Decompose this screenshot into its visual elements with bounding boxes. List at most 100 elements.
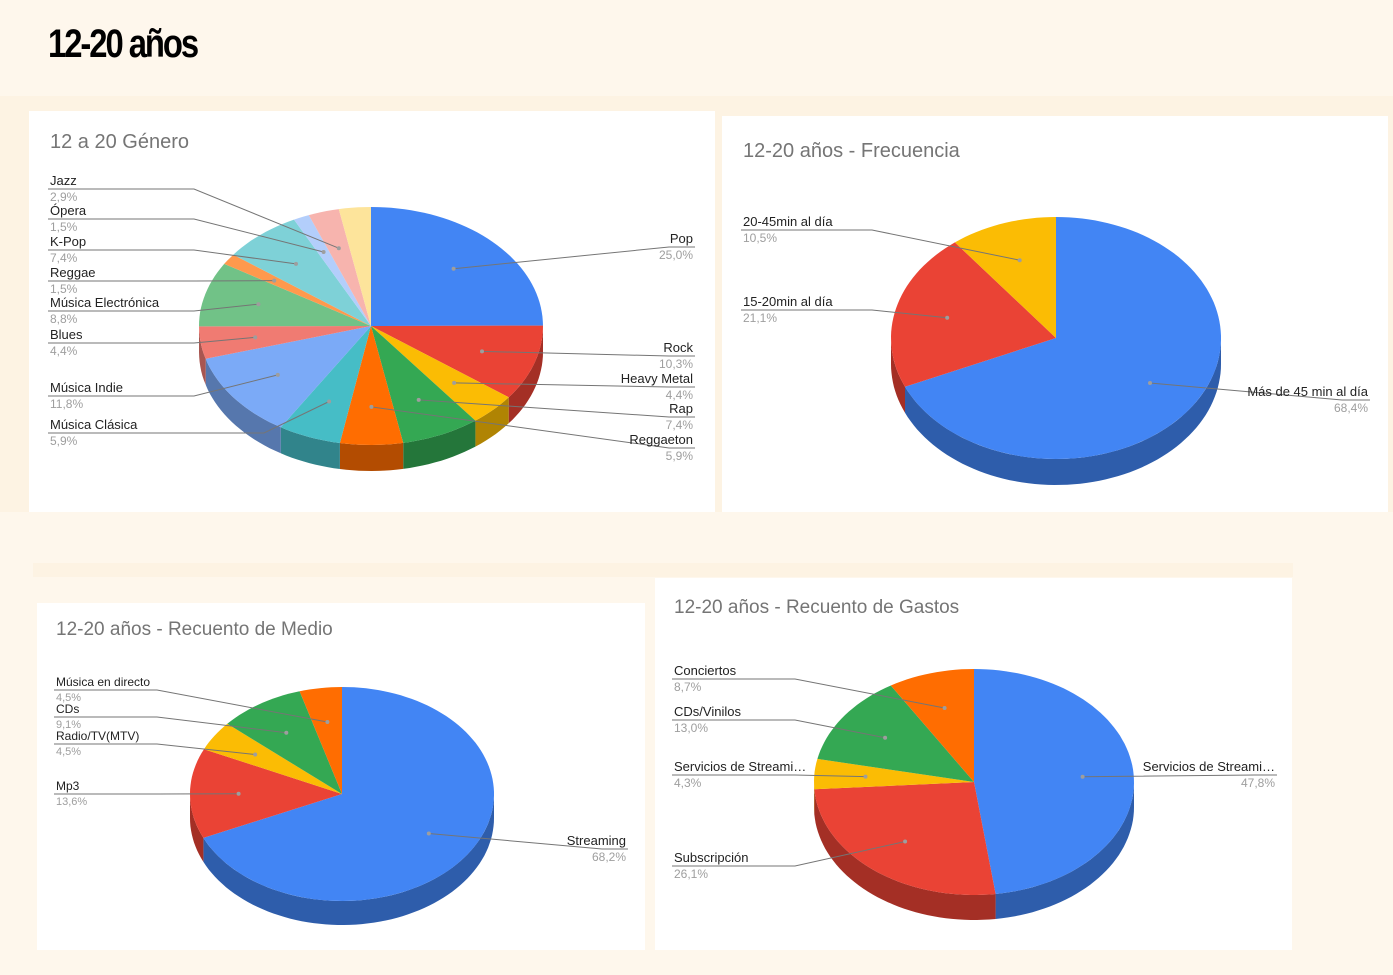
pie-slice-mp3	[190, 749, 342, 838]
pie-label-name: Más de 45 min al día	[1247, 384, 1368, 399]
pie-label-name: CDs	[56, 702, 79, 716]
pie-side-streaming	[203, 794, 494, 925]
pie-label-name: Mp3	[56, 779, 80, 793]
pie-side-heavy-metal	[475, 397, 509, 447]
pie-slice-unlabeled	[338, 207, 371, 326]
pie-label-name: Jazz	[50, 173, 77, 188]
pie-slice-pop	[371, 207, 543, 326]
pie-side-rock	[508, 326, 543, 424]
pie-label-value: 8,8%	[50, 312, 78, 326]
panel-strip-bottom	[33, 563, 1293, 577]
pie-label-value: 8,7%	[674, 680, 702, 694]
pie-label-value: 1,5%	[50, 220, 78, 234]
pie-side-musica-indie	[205, 358, 281, 454]
pie-label-radio-tv-mtv: Radio/TV(MTV) 4,5%	[54, 729, 258, 758]
pie-label-name: Ópera	[50, 203, 87, 218]
pie-label-reggae: Reggae 1,5%	[48, 265, 277, 296]
pie-label-value: 68,4%	[1334, 401, 1368, 415]
pie-label-opera: Ópera 1,5%	[48, 203, 326, 254]
pie-label-conciertos: Conciertos 8,7%	[672, 663, 947, 710]
pie-label-rock: Rock 10,3%	[480, 340, 695, 371]
pie-label-value: 7,4%	[50, 251, 78, 265]
pie-label-name: 15-20min al día	[743, 294, 833, 309]
pie-label-name: CDs/Vinilos	[674, 704, 741, 719]
pie-slice-musica-electronica	[199, 263, 371, 327]
pie-slice-15-20min-al-dia	[891, 242, 1056, 387]
page-title: 12-20 años	[48, 22, 199, 66]
pie-label-value: 10,3%	[659, 357, 693, 371]
spending-chart-panel: 12-20 años - Recuento de Gastos Servicio…	[655, 578, 1292, 950]
pie-label-musica-en-directo: Música en directo 4,5%	[54, 675, 330, 724]
pie-slice-cds-vinilos	[817, 685, 974, 782]
pie-label-musica-electronica: Música Electrónica 8,8%	[48, 295, 261, 326]
genre-chart-panel: 12 a 20 Género Pop 25,0% Rock 10,3% Heavy Me…	[29, 111, 715, 512]
pie-label-servicios-de-streami: Servicios de Streami… 47,8%	[1080, 759, 1277, 790]
pie-label-k-pop: K-Pop 7,4%	[48, 234, 298, 266]
pie-label-musica-indie: Música Indie 11,8%	[48, 372, 280, 411]
spending-chart-title: 12-20 años - Recuento de Gastos	[674, 597, 960, 618]
pie-label-mp3: Mp3 13,6%	[54, 779, 241, 808]
pie-label-value: 5,9%	[666, 449, 694, 463]
pie-slice-blues	[199, 326, 371, 359]
pie-slice-musica-indie	[205, 326, 371, 428]
pie-slice-jazz	[308, 209, 371, 326]
frequency-chart-title: 12-20 años - Frecuencia	[743, 140, 960, 162]
pie-slice-rap	[371, 326, 476, 443]
pie-label-value: 10,5%	[743, 231, 777, 245]
pie-slice-musica-en-directo	[299, 687, 342, 794]
pie-label-value: 4,5%	[56, 746, 81, 758]
pie-label-mas-de-45-min-al-dia: Más de 45 min al día 68,4%	[1148, 381, 1370, 415]
pie-slice-reggaeton	[339, 326, 404, 445]
pie-label-20-45min-al-dia: 20-45min al día 10,5%	[741, 214, 1022, 263]
pie-label-value: 26,1%	[674, 867, 708, 881]
pie-slice-20-45min-al-dia	[954, 217, 1056, 338]
pie-label-name: Música Clásica	[50, 417, 138, 432]
pie-label-name: Rap	[669, 401, 693, 416]
pie-label-cds-vinilos: CDs/Vinilos 13,0%	[672, 704, 888, 740]
medium-pie-chart: Streaming68,2%Mp313,6%Radio/TV(MTV)4,5%C…	[54, 675, 628, 925]
pie-label-name: Pop	[670, 231, 693, 246]
pie-label-musica-clasica: Música Clásica 5,9%	[48, 399, 332, 448]
pie-slice-cds	[227, 691, 342, 794]
pie-label-value: 9,1%	[56, 719, 81, 731]
pie-label-value: 11,8%	[50, 397, 83, 411]
pie-label-cds: CDs 9,1%	[54, 702, 289, 735]
pie-label-name: 20-45min al día	[743, 214, 833, 229]
pie-label-value: 1,5%	[50, 282, 78, 296]
pie-slice-reggae	[224, 254, 371, 326]
pie-label-name: Heavy Metal	[621, 371, 693, 386]
pie-label-name: Música Indie	[50, 380, 123, 395]
pie-side-musica-clasica	[280, 427, 340, 469]
pie-slice-k-pop	[233, 219, 371, 326]
pie-label-name: Reggaeton	[629, 432, 693, 447]
pie-side-servicios-de-streami	[995, 782, 1134, 919]
pie-label-value: 47,8%	[1241, 776, 1275, 790]
pie-label-15-20min-al-dia: 15-20min al día 21,1%	[741, 294, 950, 325]
pie-side-subscripcion	[814, 789, 996, 920]
pie-label-streaming: Streaming 68,2%	[426, 831, 628, 864]
pie-label-name: Subscripción	[674, 850, 748, 865]
pie-slice-conciertos	[890, 669, 974, 782]
pie-side-rap	[403, 420, 476, 469]
pie-slice-rock	[371, 325, 543, 398]
pie-label-value: 21,1%	[743, 311, 777, 325]
pie-side-mas-de-45-min-al-dia	[905, 338, 1221, 485]
pie-label-value: 4,4%	[50, 344, 78, 358]
pie-slice-servicios-de-streami	[814, 758, 974, 790]
pie-label-blues: Blues 4,4%	[48, 327, 258, 358]
pie-label-name: Blues	[50, 327, 83, 342]
pie-label-value: 7,4%	[666, 418, 694, 432]
pie-label-rap: Rap 7,4%	[416, 397, 695, 432]
pie-label-value: 13,0%	[674, 721, 708, 735]
medium-chart-panel: 12-20 años - Recuento de Medio Streaming…	[37, 603, 645, 950]
pie-label-name: Reggae	[50, 265, 96, 280]
pie-label-name: Streaming	[567, 833, 626, 848]
pie-label-name: K-Pop	[50, 234, 86, 249]
pie-label-value: 13,6%	[56, 796, 87, 808]
pie-slice-radio-tv-mtv	[204, 723, 342, 794]
spending-pie-chart: Servicios de Streami… 47,8% Subscripción 26…	[672, 663, 1277, 920]
pie-label-servicios-de-streami: Servicios de Streami… 4,3%	[672, 759, 868, 790]
pie-slice-mas-de-45-min-al-dia	[905, 217, 1221, 459]
pie-label-subscripcion: Subscripción 26,1%	[672, 839, 908, 881]
